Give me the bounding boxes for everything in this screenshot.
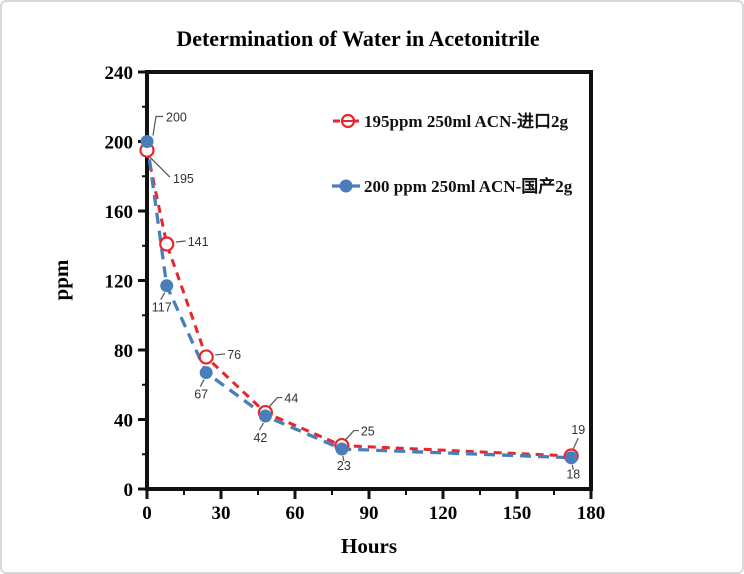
x-tick-label: 150 xyxy=(503,503,532,524)
point-label: 117 xyxy=(152,301,172,315)
label-leader-line xyxy=(268,396,283,407)
point-label: 42 xyxy=(253,431,267,445)
point-label: 19 xyxy=(571,423,585,437)
label-leader-line xyxy=(160,292,166,301)
data-point-filled-circle xyxy=(199,366,213,380)
label-leader-line xyxy=(572,437,579,450)
data-point-open-circle xyxy=(198,349,214,365)
point-label: 76 xyxy=(227,348,241,362)
series-line xyxy=(145,141,572,460)
data-point-filled-circle xyxy=(258,409,272,423)
chart-title: Determination of Water in Acetonitrile xyxy=(176,26,540,51)
axes: 0 30 60 90 120 150 180 0 40 80 120 160 200 240 xyxy=(105,63,606,524)
label-leader-line xyxy=(258,422,264,431)
series-line xyxy=(145,149,572,458)
point-label: 67 xyxy=(194,388,208,402)
data-series xyxy=(139,135,579,465)
data-point-open-circle xyxy=(159,236,175,252)
point-label: 25 xyxy=(361,425,375,439)
data-point-filled-circle xyxy=(140,135,154,148)
legend-entry: 200 ppm 250ml ACN-国产2g xyxy=(332,176,573,196)
point-label: 141 xyxy=(188,235,209,249)
data-point-filled-circle xyxy=(564,451,578,465)
y-tick-label: 200 xyxy=(105,133,134,154)
x-tick-label: 0 xyxy=(142,503,152,524)
data-point-filled-circle xyxy=(160,279,174,293)
legend-entry: 195ppm 250ml ACN-进口2g xyxy=(333,112,569,131)
label-leader-line xyxy=(342,455,345,462)
data-point-filled-circle xyxy=(335,442,349,456)
legend-filled-circle-marker xyxy=(339,179,353,193)
point-label: 200 xyxy=(166,111,187,125)
y-tick-label: 120 xyxy=(105,272,134,293)
x-tick-label: 60 xyxy=(286,503,305,524)
y-tick-label: 80 xyxy=(114,341,133,362)
y-tick-label: 40 xyxy=(114,411,133,432)
label-leader-line xyxy=(571,464,574,470)
y-tick-label: 160 xyxy=(105,202,134,223)
y-tick-label: 0 xyxy=(124,480,134,501)
legend: 195ppm 250ml ACN-进口2g 200 ppm 250ml ACN-国… xyxy=(332,112,573,196)
point-label: 44 xyxy=(284,392,298,406)
label-leader-line xyxy=(199,379,205,387)
y-axis-label: ppm xyxy=(49,259,73,300)
legend-label: 200 ppm 250ml ACN-国产2g xyxy=(364,176,573,196)
y-tick-label: 240 xyxy=(105,63,134,84)
point-label: 195 xyxy=(173,172,194,186)
point-label: 23 xyxy=(337,459,351,473)
x-tick-label: 180 xyxy=(577,503,606,524)
point-labels: 195 141 76 44 25 19 200 117 67 42 23 18 xyxy=(149,111,585,482)
label-leader-line xyxy=(345,429,359,440)
x-axis-label: Hours xyxy=(341,534,397,558)
label-leader-line xyxy=(215,353,226,356)
x-tick-label: 120 xyxy=(429,503,458,524)
x-tick-label: 30 xyxy=(212,503,231,524)
point-label: 18 xyxy=(566,468,580,482)
x-tick-label: 90 xyxy=(360,503,379,524)
legend-label: 195ppm 250ml ACN-进口2g xyxy=(364,112,569,131)
label-leader-line xyxy=(149,156,171,178)
label-leader-line xyxy=(175,240,186,243)
label-leader-line xyxy=(152,115,163,136)
